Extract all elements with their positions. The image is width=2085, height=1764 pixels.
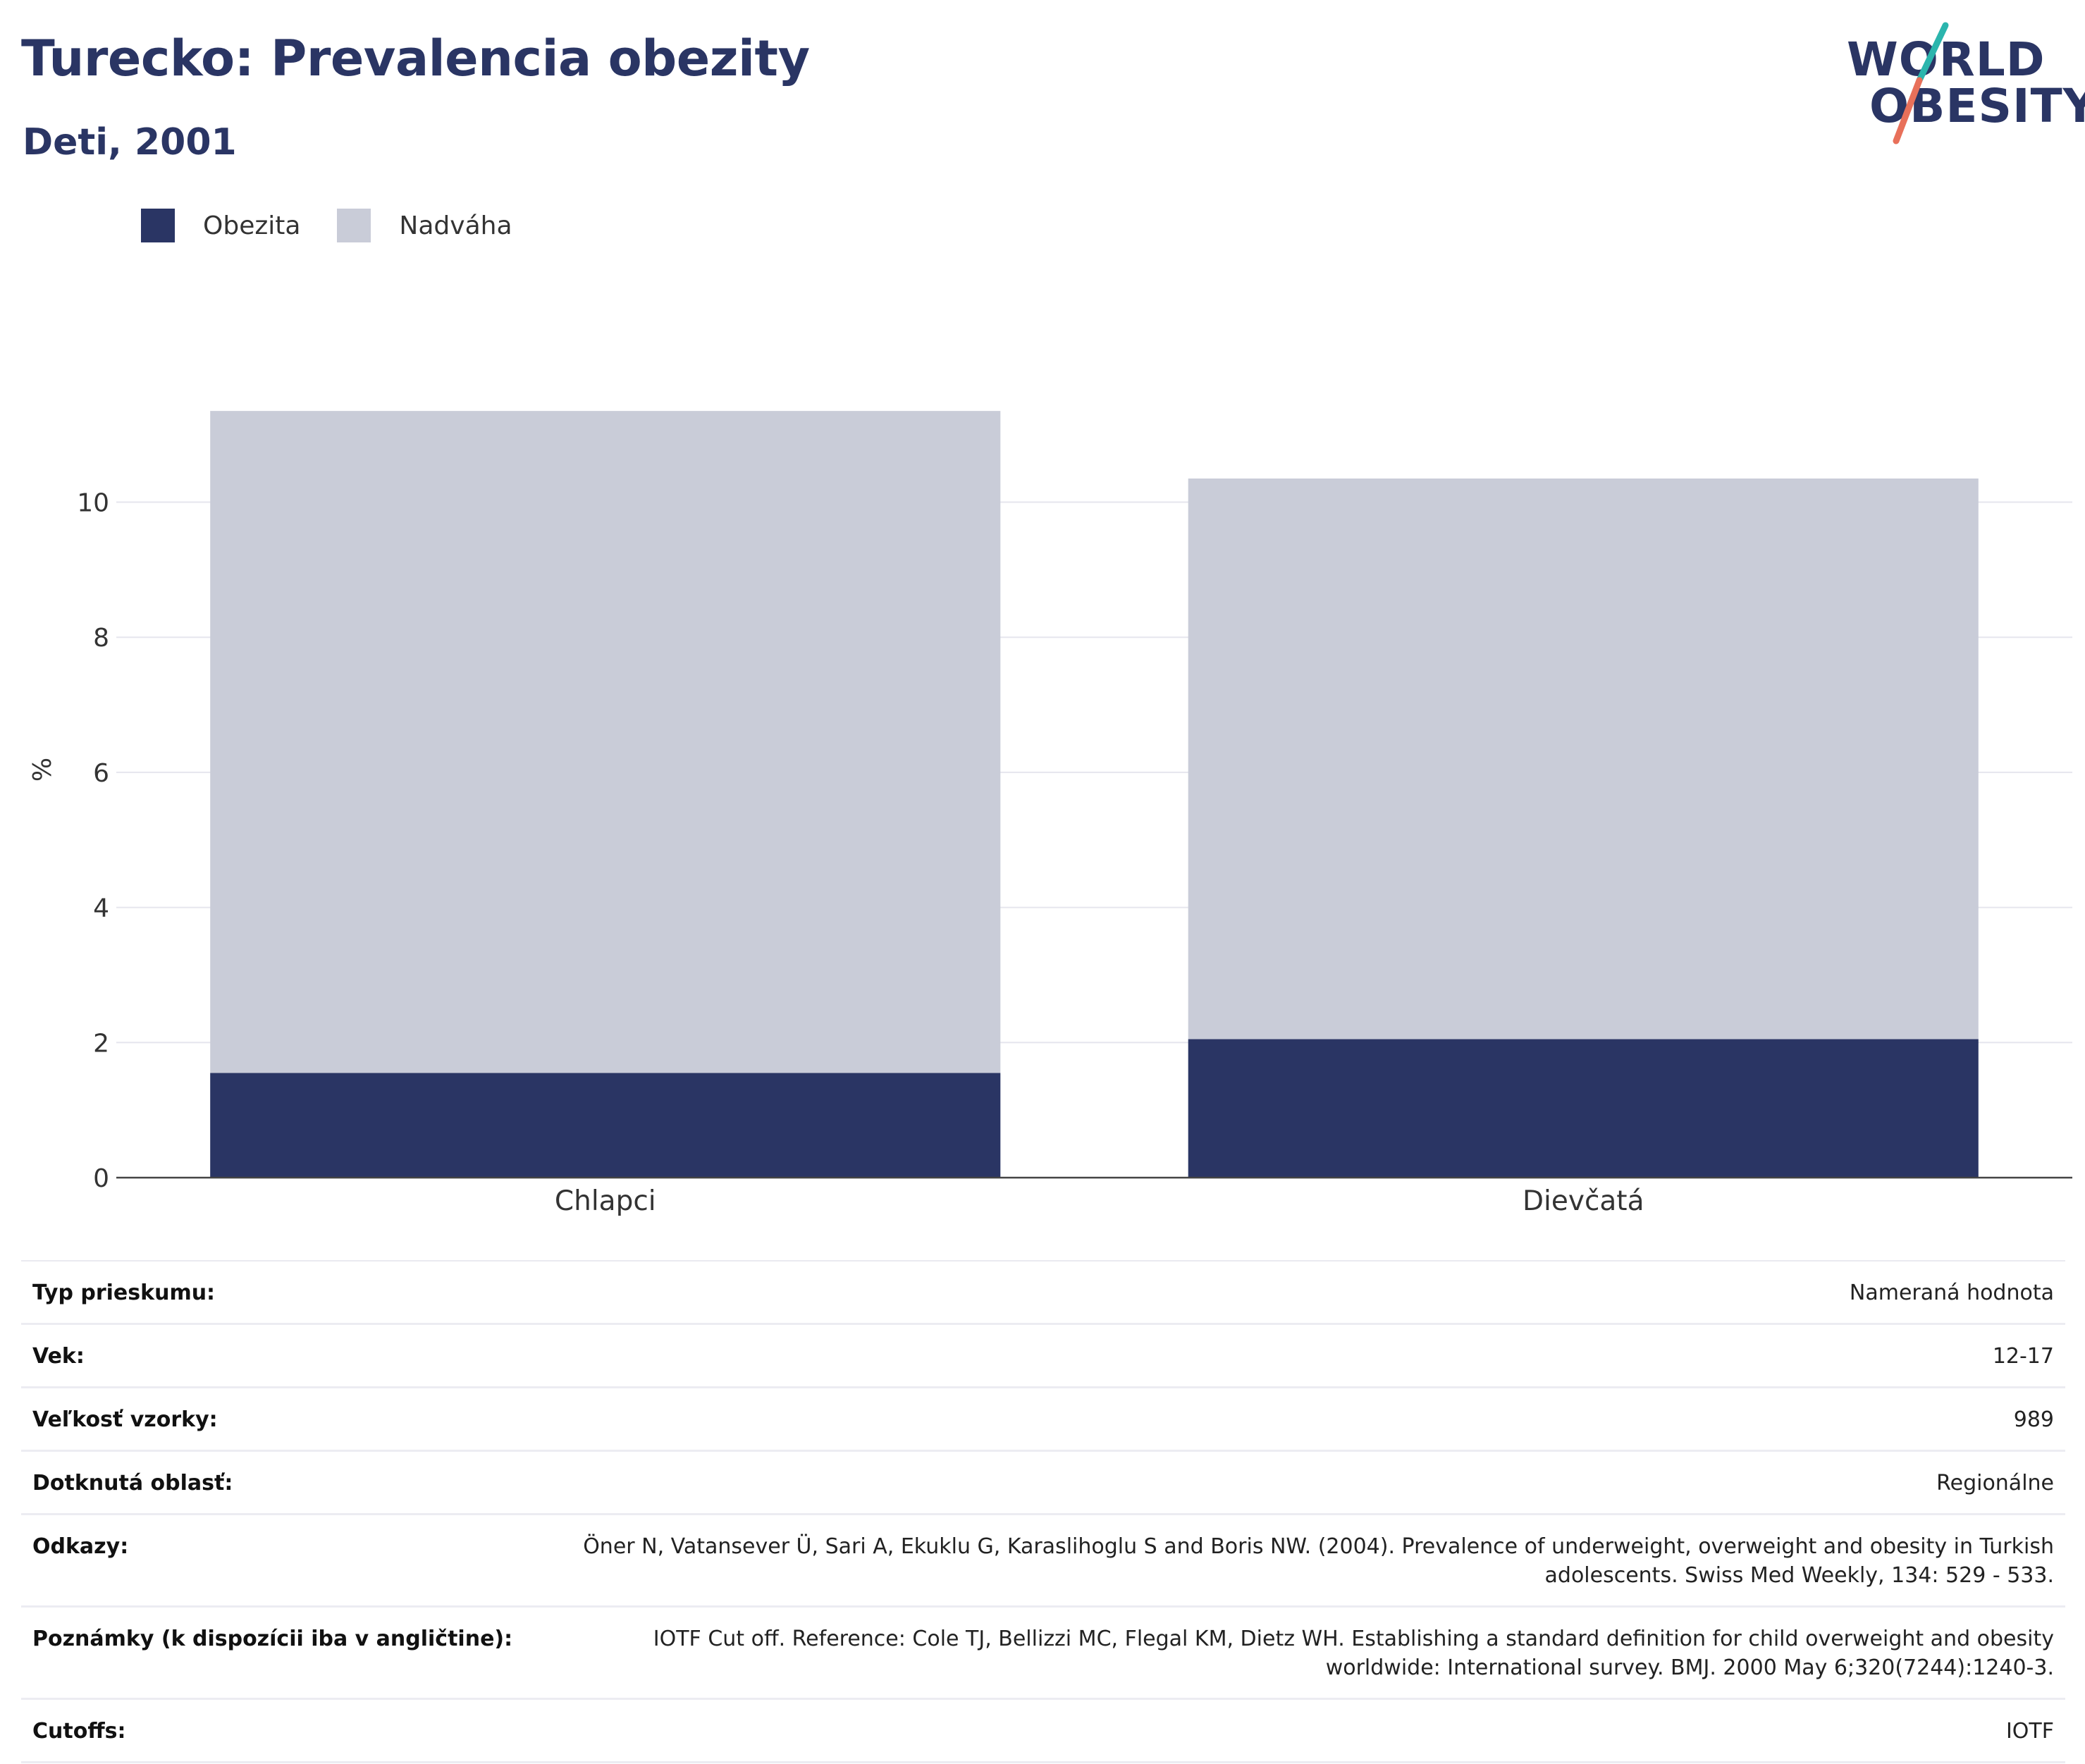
info-label: Typ prieskumu: <box>32 1281 216 1305</box>
y-tick-label: 2 <box>93 1029 109 1058</box>
page-title: Turecko: Prevalencia obezity <box>21 30 810 87</box>
x-category-label: Chlapci <box>555 1185 656 1217</box>
bar-chart: 0 2 4 6 8 10% Chlapci Dievčatá <box>28 411 2072 1217</box>
chart-legend: Obezita Nadváha <box>141 209 549 242</box>
page-subtitle: Deti, 2001 <box>23 121 237 164</box>
legend-item-obezita[interactable]: Obezita <box>141 209 300 242</box>
y-tick-label: 8 <box>93 624 109 653</box>
info-label: Veľkosť vzorky: <box>32 1407 218 1432</box>
y-tick-label: 4 <box>93 894 109 923</box>
info-row: Odkazy: Öner N, Vatansever Ü, Sari A, Eku… <box>21 1515 2065 1608</box>
info-table: Typ prieskumu: Nameraná hodnota Vek: 12-17 V… <box>21 1260 2065 1763</box>
info-value: Regionálne <box>1936 1471 2054 1495</box>
bar-nadvaha <box>210 411 1001 1073</box>
info-row: Cutoffs: IOTF <box>21 1700 2065 1763</box>
info-label: Dotknutá oblasť: <box>32 1471 233 1495</box>
info-label: Vek: <box>32 1344 85 1369</box>
info-row: Vek: 12-17 <box>21 1325 2065 1388</box>
legend-label: Obezita <box>203 211 301 240</box>
logo-line1: WORLD <box>1847 32 2046 87</box>
y-axis-label: % <box>28 758 57 782</box>
info-value: Öner N, Vatansever Ü, Sari A, Ekuklu G, … <box>583 1534 2054 1588</box>
info-row: Dotknutá oblasť: Regionálne <box>21 1452 2065 1515</box>
y-tick-label: 10 <box>77 489 109 518</box>
bar-nadvaha <box>1188 478 1979 1040</box>
info-value: Nameraná hodnota <box>1849 1281 2054 1305</box>
info-value: 12-17 <box>1992 1344 2054 1369</box>
info-value: IOTF Cut off. Reference: Cole TJ, Belliz… <box>653 1627 2054 1680</box>
info-row: Poznámky (k dispozícii iba v angličtine)… <box>21 1608 2065 1700</box>
legend-swatch-obezita <box>141 209 175 242</box>
info-label: Poznámky (k dispozícii iba v angličtine)… <box>32 1627 513 1651</box>
legend-label: Nadváha <box>399 211 512 240</box>
bar-obezita <box>1188 1039 1979 1178</box>
info-label: Odkazy: <box>32 1534 129 1559</box>
bar-obezita <box>210 1073 1001 1178</box>
info-label: Cutoffs: <box>32 1719 126 1744</box>
logo-slash-icon <box>1893 22 1949 144</box>
info-value: 989 <box>2013 1407 2054 1432</box>
world-obesity-logo: WORLD OBESITY <box>1840 21 2085 148</box>
legend-swatch-nadvaha <box>337 209 371 242</box>
y-tick-label: 0 <box>93 1164 109 1193</box>
y-tick-label: 6 <box>93 759 109 788</box>
info-value: IOTF <box>2005 1719 2054 1744</box>
x-category-label: Dievčatá <box>1523 1185 1644 1217</box>
info-row: Typ prieskumu: Nameraná hodnota <box>21 1262 2065 1325</box>
legend-item-nadvaha[interactable]: Nadváha <box>337 209 512 242</box>
info-row: Veľkosť vzorky: 989 <box>21 1388 2065 1452</box>
